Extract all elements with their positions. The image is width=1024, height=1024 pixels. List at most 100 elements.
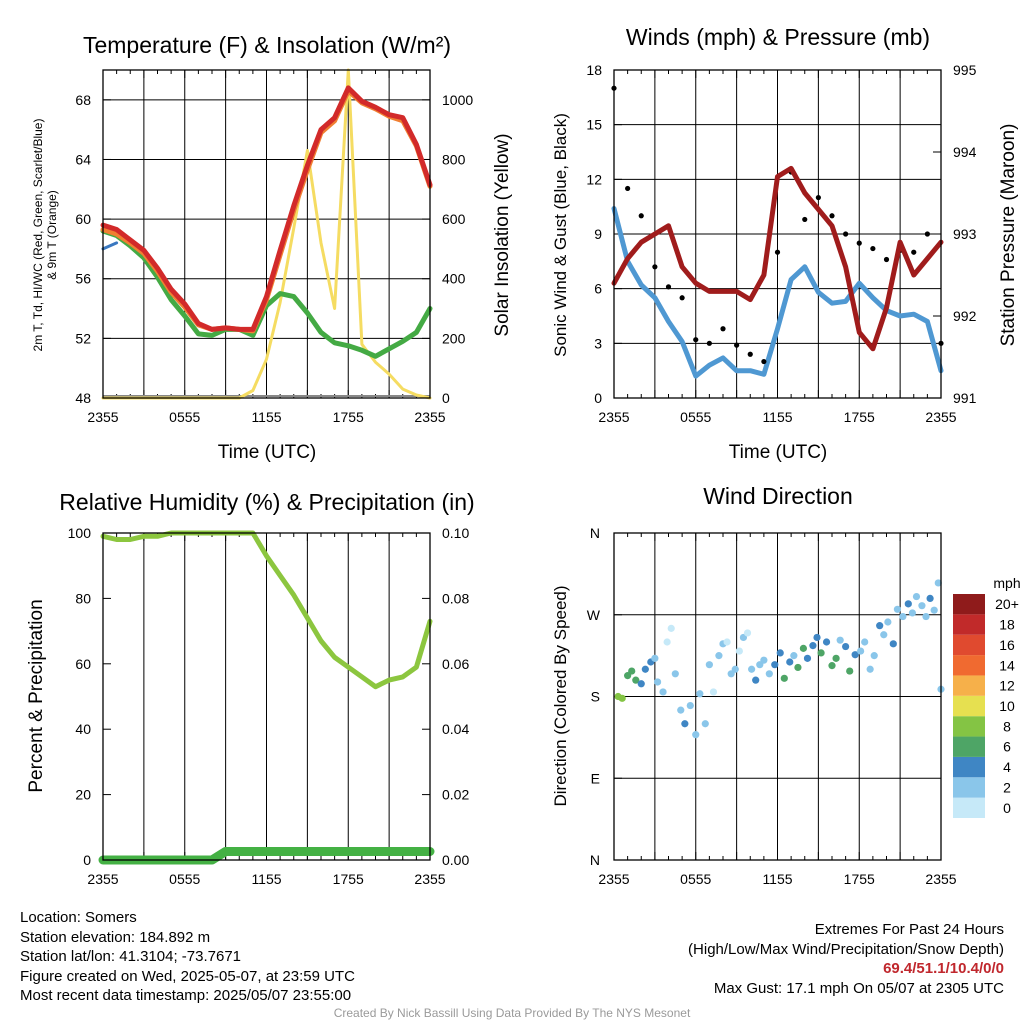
- y-tick-label: 20: [75, 787, 91, 803]
- direction-point: [743, 629, 752, 637]
- colorbar-swatch: [953, 594, 985, 615]
- direction-point: [794, 663, 802, 672]
- gust-point: [870, 245, 876, 252]
- direction-point: [813, 633, 821, 642]
- direction-point: [748, 665, 756, 673]
- temp-ylabel-left-2: & 9m T (Orange): [45, 190, 59, 280]
- x-tick-label: 2355: [87, 871, 118, 887]
- x-tick-label: 1155: [762, 871, 792, 887]
- colorbar-label: 0: [1003, 800, 1011, 816]
- y2-tick-label: 0.00: [442, 852, 469, 868]
- direction-point: [828, 662, 836, 670]
- y2-tick-label: 0.10: [442, 525, 469, 541]
- x-tick-label: 2355: [925, 409, 956, 425]
- extremes-heading: Extremes For Past 24 Hours: [814, 921, 1004, 938]
- direction-point: [876, 622, 884, 630]
- credit-line: Created By Nick Bassill Using Data Provi…: [333, 1006, 691, 1020]
- colorbar-label: 10: [999, 698, 1015, 714]
- direction-point: [786, 658, 794, 666]
- y2-tick-label: 0.06: [442, 656, 469, 672]
- direction-point: [893, 605, 902, 613]
- wind-ylabel-right: Station Pressure (Maroon): [998, 124, 1019, 347]
- direction-point: [681, 720, 689, 728]
- max-gust: Max Gust: 17.1 mph On 05/07 at 2305 UTC: [713, 979, 1004, 997]
- y-tick-label: 64: [75, 151, 91, 167]
- temp-ylabel-left-1: 2m T, Td, HI/WC (Red, Green, Scarlet/Blu…: [31, 119, 45, 352]
- gust-point: [815, 194, 821, 201]
- direction-point: [677, 706, 685, 714]
- x-tick-label: 2355: [87, 409, 118, 425]
- y2-tick-label: 400: [442, 271, 466, 287]
- direction-point: [654, 678, 662, 686]
- direction-point: [880, 631, 888, 639]
- y-tick-label: 52: [75, 330, 91, 346]
- x-tick-label: 2355: [598, 871, 629, 887]
- y2-tick-label: 993: [953, 226, 977, 242]
- recent-timestamp: Most recent data timestamp: 2025/05/07 2…: [20, 987, 352, 1004]
- x-tick-label: 1155: [251, 871, 281, 887]
- direction-point: [667, 624, 675, 632]
- plot-border: [613, 69, 942, 399]
- plot-border: [102, 532, 431, 861]
- direction-point: [934, 579, 942, 587]
- x-tick-label: 2355: [925, 871, 956, 887]
- panel-3: 2355 0555 1155 1755 2355 0 20 40 60 80 100 0.00 0.02…: [68, 525, 470, 887]
- y2-tick-label: 0.04: [442, 721, 469, 737]
- gust-point: [802, 216, 808, 223]
- direction-point: [686, 701, 694, 710]
- gust-point: [625, 185, 631, 192]
- direction-point: [628, 667, 636, 675]
- colorbar-label: 6: [1003, 739, 1011, 755]
- station-latlon: Station lat/lon: 41.3104; -73.7671: [20, 948, 242, 965]
- direction-point: [692, 731, 700, 739]
- direction-point: [799, 644, 807, 652]
- gust-point: [693, 337, 699, 343]
- extremes-box: Extremes For Past 24 Hours (High/Low/Max…: [688, 920, 1004, 998]
- station-elevation: Station elevation: 184.892 m: [20, 928, 211, 946]
- plot-border: [102, 69, 431, 399]
- direction-point: [780, 674, 788, 682]
- direction-point: [776, 649, 784, 657]
- series-hi-wc: [101, 241, 119, 251]
- dir-ylabel-left: Direction (Colored By Speed): [551, 585, 570, 806]
- direction-point: [790, 652, 798, 660]
- colorbar-swatch: [953, 716, 985, 737]
- colorbar-swatch: [953, 655, 985, 676]
- gust-point: [665, 284, 672, 290]
- direction-point: [618, 694, 626, 702]
- direction-point: [912, 592, 921, 601]
- colorbar-swatch: [953, 797, 985, 818]
- speed-colorbar: 0 2 4 6 8 10 12 14 16 18 20+: [953, 594, 1019, 818]
- colorbar-swatch: [953, 777, 985, 798]
- colorbar-swatch: [953, 634, 985, 656]
- direction-point: [715, 652, 723, 660]
- direction-point: [836, 636, 844, 644]
- direction-point: [817, 649, 825, 657]
- y-tick-label: 48: [75, 390, 91, 406]
- direction-point: [760, 656, 768, 664]
- colorbar-swatch: [953, 675, 985, 696]
- x-tick-label: 0555: [680, 871, 711, 887]
- direction-point: [735, 647, 743, 655]
- y-tick-label: 0: [83, 852, 91, 868]
- gust-point: [652, 264, 658, 270]
- y2-tick-label: 600: [442, 211, 466, 227]
- rh-title: Relative Humidity (%) & Precipitation (i…: [59, 489, 474, 515]
- y-tick-label: 80: [75, 590, 91, 606]
- y-tick-label: 68: [75, 92, 91, 108]
- direction-point: [857, 647, 865, 655]
- gust-point: [924, 231, 930, 237]
- gust-point: [706, 340, 712, 346]
- direction-point: [709, 688, 718, 696]
- direction-point: [663, 638, 671, 646]
- x-tick-label: 1155: [251, 409, 281, 425]
- x-tick-label: 1155: [762, 409, 792, 425]
- y-tick-label: N: [590, 525, 600, 541]
- y-tick-label: 56: [75, 271, 91, 287]
- direction-point: [731, 665, 739, 673]
- temp-ylabel-right: Solar Insolation (Yellow): [492, 133, 513, 336]
- direction-point: [632, 676, 640, 684]
- extremes-subheading: (High/Low/Max Wind/Precipitation/Snow De…: [688, 940, 1004, 958]
- gust-point: [843, 231, 849, 237]
- direction-point: [918, 602, 926, 610]
